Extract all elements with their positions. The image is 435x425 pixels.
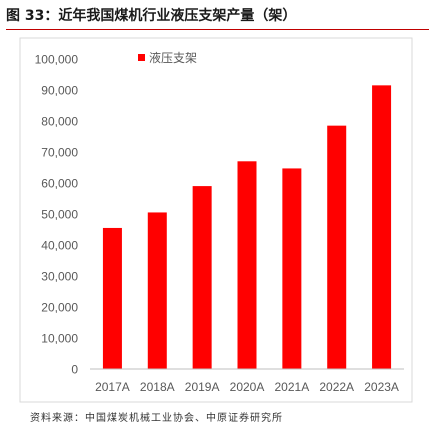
legend-swatch: [138, 54, 145, 61]
y-axis-tick-labels: 0 10,000 20,000 30,000 40,000 50,000 60,000 70,…: [35, 53, 79, 377]
bar: [372, 85, 392, 369]
bar: [282, 168, 302, 369]
bar: [237, 161, 257, 369]
figure-title: 图 33：近年我国煤机行业液压支架产量（架）: [6, 8, 297, 24]
bars: [102, 85, 392, 370]
x-tick-label: 2022A: [319, 380, 354, 394]
y-tick-label: 20,000: [41, 301, 78, 315]
x-tick-label: 2019A: [185, 380, 220, 394]
y-tick-label: 60,000: [41, 177, 78, 191]
y-tick-label: 100,000: [35, 53, 79, 67]
title-rule: [6, 29, 429, 30]
y-tick-label: 30,000: [41, 270, 78, 284]
y-tick-label: 70,000: [41, 146, 78, 160]
bar: [192, 186, 212, 369]
y-tick-label: 0: [71, 363, 78, 377]
x-tick-label: 2020A: [230, 380, 265, 394]
x-tick-label: 2023A: [364, 380, 399, 394]
x-axis-tick-labels: 2017A 2018A 2019A 2020A 2021A 2022A 2023A: [95, 380, 399, 394]
bar: [147, 212, 167, 369]
y-tick-label: 80,000: [41, 115, 78, 129]
x-tick-label: 2018A: [140, 380, 175, 394]
source-note: 资料来源：中国煤炭机械工业协会、中原证券研究所: [30, 413, 283, 424]
bar: [102, 227, 122, 369]
y-tick-label: 10,000: [41, 332, 78, 346]
legend: 液压支架: [138, 50, 197, 65]
x-tick-label: 2021A: [275, 380, 310, 394]
chart-frame: [19, 37, 413, 403]
bar: [327, 125, 347, 370]
y-tick-label: 90,000: [41, 84, 78, 98]
legend-label: 液压支架: [149, 50, 197, 65]
y-tick-label: 40,000: [41, 239, 78, 253]
x-tick-label: 2017A: [95, 380, 130, 394]
y-tick-label: 50,000: [41, 208, 78, 222]
